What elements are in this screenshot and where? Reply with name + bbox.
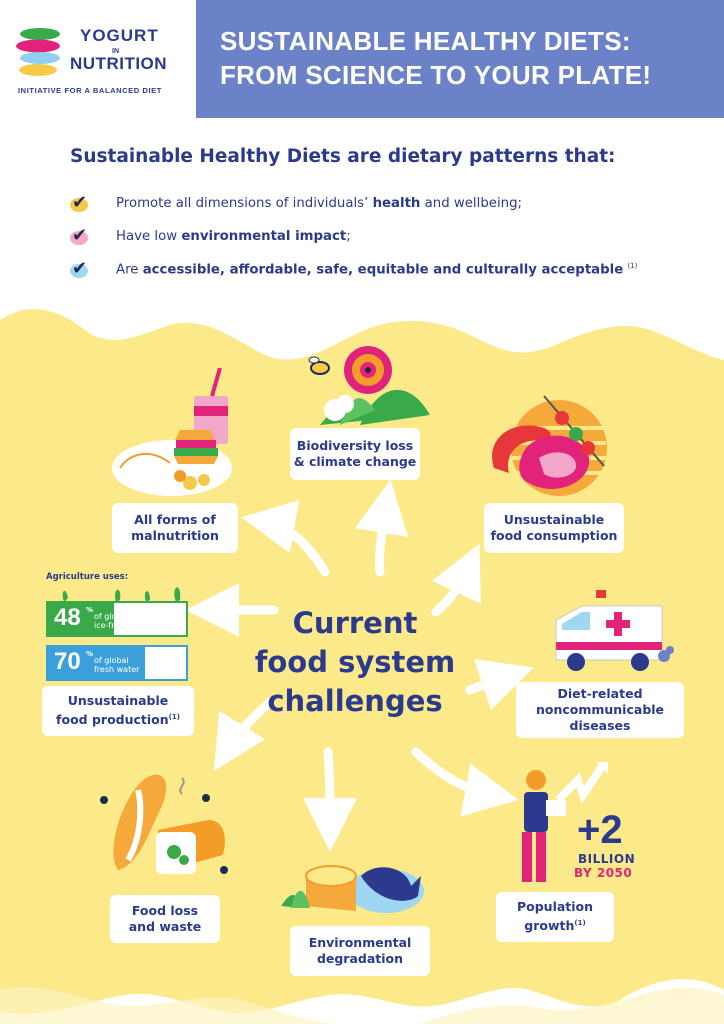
card-text: degradation <box>317 951 403 967</box>
card-text: Food loss <box>132 903 198 919</box>
card-waste: Food loss and waste <box>110 895 220 943</box>
card-population: Population growth(1) <box>496 892 614 942</box>
card-text: growth(1) <box>524 915 585 934</box>
water-use-desc: of global fresh water <box>94 656 139 674</box>
center-title-line-1: Current <box>240 604 470 643</box>
card-text: Unsustainable <box>68 693 169 709</box>
card-text: All forms of <box>134 512 216 528</box>
arrow-to-population <box>416 752 492 795</box>
card-text: Biodiversity loss <box>297 438 413 454</box>
fast-food-plate-icon <box>110 368 250 500</box>
card-production: Unsustainable food production(1) <box>42 686 194 736</box>
bread-icon <box>98 770 234 880</box>
land-use-percent: % <box>86 606 93 614</box>
card-environment: Environmental degradation <box>290 926 430 976</box>
card-text: Unsustainable <box>504 512 605 528</box>
arrow-to-ncd <box>470 676 508 690</box>
card-text: Population <box>517 899 593 915</box>
card-text: Diet-related <box>557 686 642 702</box>
card-ncd: Diet-related noncommunicable diseases <box>516 682 684 738</box>
card-text: food consumption <box>491 528 618 544</box>
population-increase-value: +2 <box>577 808 623 853</box>
card-malnutrition: All forms of malnutrition <box>112 503 238 553</box>
land-use-desc: of global ice-free land <box>94 612 144 630</box>
population-unit: BILLION <box>578 852 635 866</box>
center-title: Current food system challenges <box>240 604 470 721</box>
population-year: BY 2050 <box>574 866 632 880</box>
card-consumption: Unsustainable food consumption <box>484 503 624 553</box>
card-text: diseases <box>570 718 631 734</box>
card-biodiversity: Biodiversity loss & climate change <box>290 428 420 480</box>
plants-icon <box>46 580 196 602</box>
card-text: and waste <box>129 919 202 935</box>
meat-sausage-icon <box>484 388 624 500</box>
card-text: food production(1) <box>56 709 180 728</box>
land-use-value: 48 <box>54 604 81 632</box>
card-text: & climate change <box>294 454 417 470</box>
flowers-bee-icon <box>300 340 440 430</box>
land-use-bar: 48 % of global ice-free land <box>46 601 188 637</box>
card-text: malnutrition <box>131 528 219 544</box>
center-title-line-2: food system <box>240 643 470 682</box>
center-title-line-3: challenges <box>240 682 470 721</box>
arrow-to-environment <box>328 752 330 825</box>
arrow-to-malnutrition <box>268 522 325 572</box>
card-text: Environmental <box>309 935 412 951</box>
water-use-value: 70 <box>54 648 81 676</box>
stump-fish-icon <box>276 836 426 926</box>
water-use-percent: % <box>86 650 93 658</box>
arrow-to-biodiversity <box>379 506 386 572</box>
ambulance-icon <box>552 580 676 676</box>
card-text: noncommunicable <box>536 702 664 718</box>
water-use-bar: 70 % of global fresh water <box>46 645 188 681</box>
